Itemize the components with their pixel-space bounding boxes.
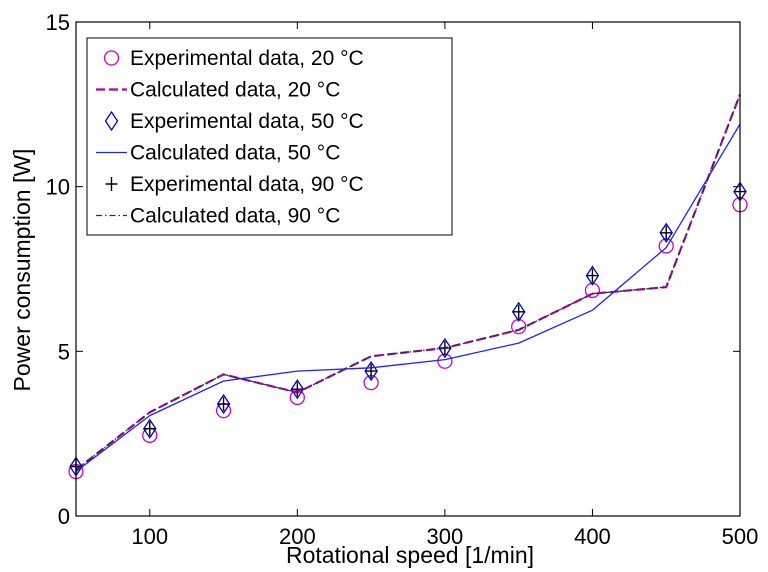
legend-symbol-1 [103,50,120,66]
series-3-point-9 [659,222,674,243]
x-tick-label-4: 400 [574,524,611,549]
y-axis-label: Power consumption [W] [9,149,35,392]
x-tick-label-2: 200 [279,524,316,549]
legend-box [86,37,453,236]
series-4-line [75,123,741,473]
series-3-point-7 [511,301,526,322]
series-1-point-8 [584,282,601,299]
y-tick-label-3: 10 [46,175,70,200]
legend-label-3: Experimental data, 50 °C [130,110,364,133]
plot-marks [68,94,748,480]
series-5-point-7 [512,304,525,319]
series-5-point-2 [143,421,156,436]
series-5-point-9 [660,225,673,240]
legend: Experimental data, 20 °C Calculated data,… [86,37,453,236]
legend-label-1: Experimental data, 20 °C [130,47,364,70]
legend-symbol-5 [105,177,118,191]
series-5-point-4 [291,382,304,397]
series-6-line [75,94,741,471]
legend-symbol-3 [104,110,119,132]
x-tick-label-1: 100 [131,524,168,549]
series-3-point-6 [438,337,452,359]
series-3-point-4 [290,379,305,400]
x-tick-label-3: 300 [427,524,464,549]
series-1-point-7 [511,318,527,335]
y-tick-label-1: 0 [58,504,70,529]
y-tick-label-4: 15 [46,10,70,35]
axes: 100 200 300 400 500 0 5 10 15 [46,10,759,549]
legend-label-4: Calculated data, 50 °C [130,142,340,165]
legend-label-5: Experimental data, 90 °C [130,173,364,196]
series-3-point-2 [142,418,157,439]
series-5-point-8 [586,268,599,283]
series-3-point-3 [216,393,231,415]
series-5-point-3 [217,397,230,412]
plot-frame [75,21,741,517]
legend-label-2: Calculated data, 20 °C [130,79,340,102]
legend-label-6: Calculated data, 90 °C [130,205,340,228]
series-5-point-5 [365,364,378,379]
series-3-point-8 [585,265,600,286]
x-axis-label: Rotational speed [1/min] [286,542,534,568]
y-tick-label-2: 5 [58,339,70,364]
x-tick-label-5: 500 [722,524,759,549]
